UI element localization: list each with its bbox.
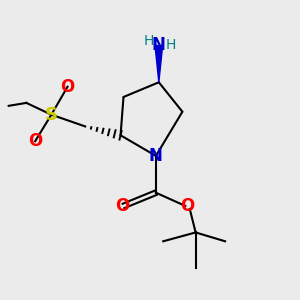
Text: S: S — [45, 106, 58, 124]
Text: H: H — [165, 38, 176, 52]
Text: O: O — [60, 78, 75, 96]
Text: O: O — [115, 197, 129, 215]
Text: N: N — [152, 37, 166, 55]
Text: O: O — [28, 132, 42, 150]
Text: N: N — [149, 147, 163, 165]
Text: H: H — [143, 34, 154, 48]
Text: O: O — [180, 197, 194, 215]
Polygon shape — [155, 46, 163, 82]
